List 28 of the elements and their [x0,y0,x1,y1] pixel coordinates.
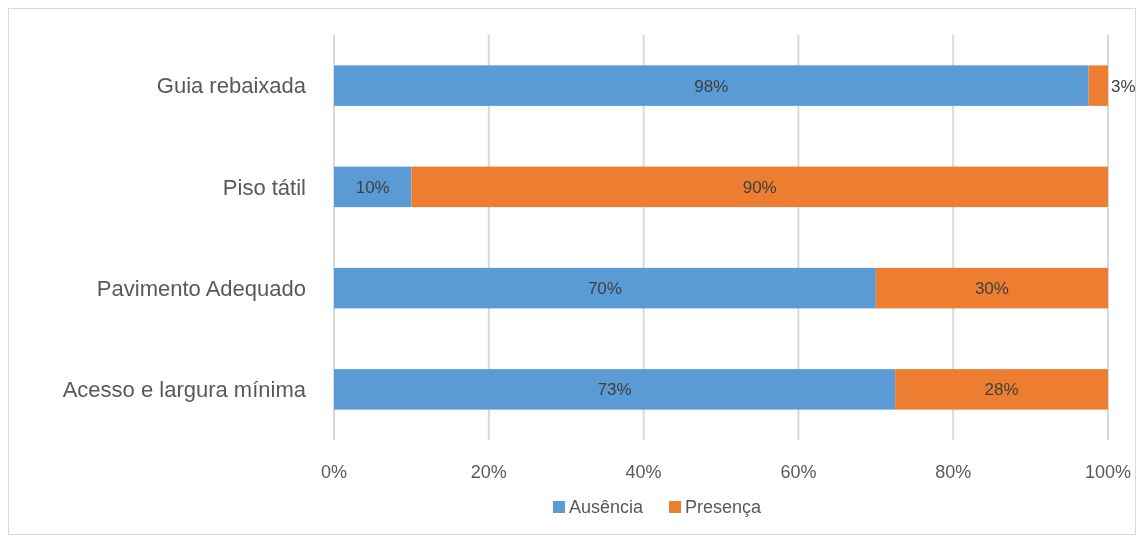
x-tick-label: 100% [1084,462,1132,482]
data-label: 10% [355,177,390,197]
data-label: 73% [597,380,632,400]
data-label: 30% [974,279,1009,299]
bar [411,166,1108,208]
x-tick-label: 80% [935,462,972,482]
bar [334,65,1089,106]
legend-label: Ausência [569,497,645,518]
legend-label: Presença [685,497,763,518]
data-label: 70% [587,279,622,299]
x-tick-label: 0% [320,462,348,482]
bar [334,267,876,309]
data-label: 98% [694,76,729,96]
bar [895,369,1108,410]
y-tick-label: Acesso e largura mínima [62,377,307,403]
data-label: 90% [742,177,777,197]
bar [875,267,1108,309]
y-tick-label: Piso tátil [222,174,306,200]
data-label: 3% [1111,76,1136,96]
bar [1088,65,1108,106]
bar [334,369,896,410]
data-label: 28% [984,380,1019,400]
y-tick-label: Pavimento Adequado [96,275,306,301]
y-tick-label: Guia rebaixada [156,73,307,99]
bar [334,166,412,208]
x-tick-label: 20% [470,462,507,482]
x-tick-label: 60% [780,462,817,482]
x-tick-label: 40% [625,462,662,482]
